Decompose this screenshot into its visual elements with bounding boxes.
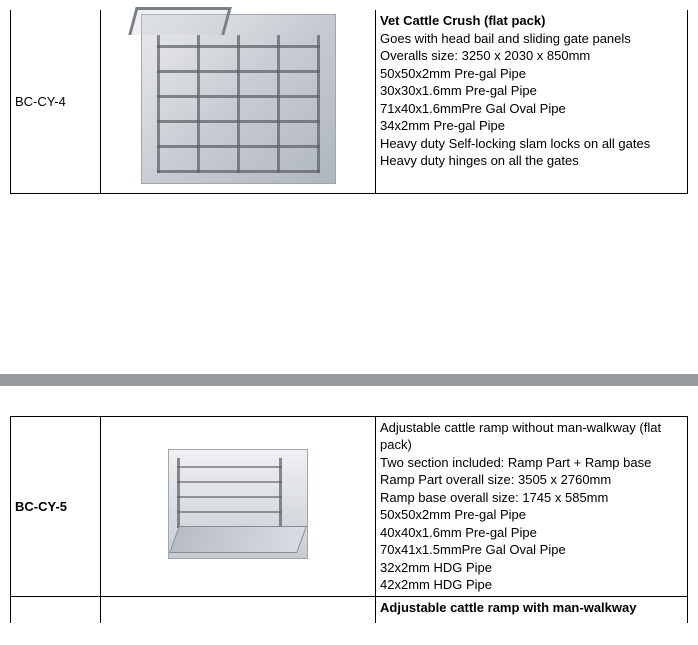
product-line: 71x40x1.6mmPre Gal Oval Pipe <box>380 100 683 118</box>
product-line: Two section included: Ramp Part + Ramp b… <box>380 454 683 472</box>
product-table-1: BC-CY-4 Vet Cattle Crush (flat pack) Goe… <box>10 10 688 194</box>
product-desc-cell: Vet Cattle Crush (flat pack) Goes with h… <box>376 10 688 193</box>
product-line: 70x41x1.5mmPre Gal Oval Pipe <box>380 541 683 559</box>
page-divider <box>0 374 698 386</box>
table-row: BC-CY-5 Adjustable cattle ramp without m… <box>11 416 688 596</box>
product-table-2: BC-CY-5 Adjustable cattle ramp without m… <box>10 416 688 623</box>
product-line: 42x2mm HDG Pipe <box>380 576 683 594</box>
product-title: Adjustable cattle ramp with man-walkway <box>380 599 683 617</box>
product-title: Adjustable cattle ramp without man-walkw… <box>380 419 683 454</box>
table-row: BC-CY-4 Vet Cattle Crush (flat pack) Goe… <box>11 10 688 193</box>
cattle-crush-image <box>141 14 336 184</box>
product-line: Ramp base overall size: 1745 x 585mm <box>380 489 683 507</box>
table2-wrap: BC-CY-5 Adjustable cattle ramp without m… <box>0 406 698 633</box>
cattle-ramp-image <box>168 449 308 559</box>
product-line: Overalls size: 3250 x 2030 x 850mm <box>380 47 683 65</box>
product-line: Goes with head bail and sliding gate pan… <box>380 30 683 48</box>
product-code-cell <box>11 597 101 623</box>
product-code: BC-CY-5 <box>15 499 67 514</box>
product-title: Vet Cattle Crush (flat pack) <box>380 12 683 30</box>
product-line: Heavy duty Self-locking slam locks on al… <box>380 135 683 153</box>
product-line: 30x30x1.6mm Pre-gal Pipe <box>380 82 683 100</box>
table-row: Adjustable cattle ramp with man-walkway <box>11 597 688 623</box>
product-image-cell <box>101 416 376 596</box>
product-line: 50x50x2mm Pre-gal Pipe <box>380 65 683 83</box>
product-line: 40x40x1.6mm Pre-gal Pipe <box>380 524 683 542</box>
product-image-cell <box>101 597 376 623</box>
table1-wrap: BC-CY-4 Vet Cattle Crush (flat pack) Goe… <box>0 0 698 204</box>
product-line: Heavy duty hinges on all the gates <box>380 152 683 170</box>
product-line: 50x50x2mm Pre-gal Pipe <box>380 506 683 524</box>
product-line: Ramp Part overall size: 3505 x 2760mm <box>380 471 683 489</box>
product-desc-cell: Adjustable cattle ramp with man-walkway <box>376 597 688 623</box>
product-image-cell <box>101 10 376 193</box>
product-desc-cell: Adjustable cattle ramp without man-walkw… <box>376 416 688 596</box>
product-line: 34x2mm Pre-gal Pipe <box>380 117 683 135</box>
product-code-cell: BC-CY-4 <box>11 10 101 193</box>
product-code: BC-CY-4 <box>15 94 66 109</box>
product-line: 32x2mm HDG Pipe <box>380 559 683 577</box>
product-code-cell: BC-CY-5 <box>11 416 101 596</box>
